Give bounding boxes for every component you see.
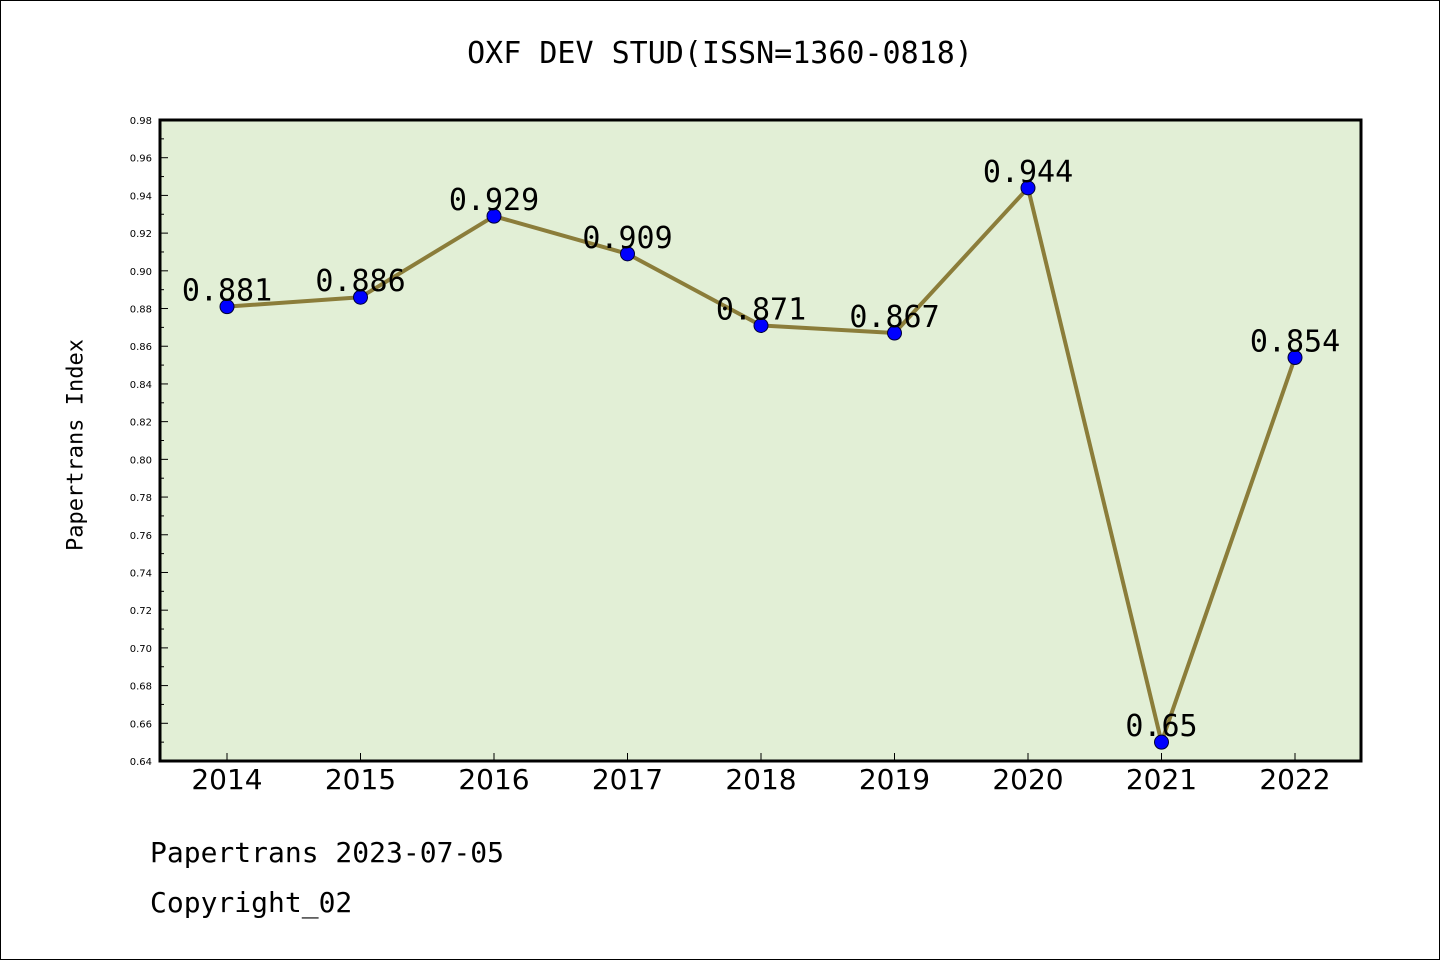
y-tick-label: 0.70 — [130, 644, 152, 655]
y-tick-label: 0.88 — [130, 305, 152, 316]
data-label: 0.929 — [449, 183, 539, 218]
data-point — [1020, 180, 1036, 196]
data-label: 0.886 — [315, 264, 405, 299]
y-tick-label: 0.86 — [130, 342, 152, 353]
y-tick-label: 0.68 — [130, 682, 152, 693]
y-tick-label: 0.84 — [130, 380, 152, 391]
y-tick-label: 0.98 — [130, 116, 152, 127]
x-tick-label: 2014 — [191, 763, 262, 796]
y-tick-label: 0.76 — [130, 531, 152, 542]
x-tick-label: 2015 — [325, 763, 396, 796]
data-point — [1287, 350, 1303, 366]
y-tick-label: 0.64 — [130, 757, 152, 768]
footer-date: Papertrans 2023-07-05 — [150, 836, 505, 869]
data-label: 0.854 — [1250, 325, 1340, 360]
x-tick-label: 2021 — [1126, 763, 1197, 796]
data-point — [1154, 734, 1169, 750]
data-label: 0.867 — [849, 300, 939, 335]
data-point — [486, 208, 502, 224]
footer-copyright: Copyright_02 — [150, 886, 353, 919]
x-tick-label: 2017 — [592, 763, 663, 796]
y-tick-label: 0.92 — [130, 229, 152, 240]
data-point — [620, 246, 635, 262]
x-tick-label: 2016 — [458, 763, 529, 796]
data-point — [353, 289, 368, 305]
x-tick-label: 2022 — [1259, 763, 1330, 796]
chart-title: OXF DEV STUD(ISSN=1360-0818) — [467, 36, 973, 71]
plot-border — [158, 118, 1363, 763]
x-tick-label: 2018 — [725, 763, 796, 796]
y-tick-label: 0.66 — [130, 719, 152, 730]
y-tick-label: 0.82 — [130, 418, 152, 429]
x-tick-label: 2020 — [992, 763, 1063, 796]
y-tick-label: 0.74 — [130, 568, 152, 579]
y-tick-label: 0.78 — [130, 493, 152, 504]
data-label: 0.881 — [182, 274, 272, 309]
data-label: 0.944 — [983, 155, 1073, 190]
plot-area — [160, 120, 1361, 761]
data-point — [753, 317, 769, 333]
y-tick-label: 0.90 — [130, 267, 152, 278]
data-point — [887, 325, 902, 341]
y-tick-label: 0.72 — [130, 606, 152, 617]
data-label: 0.65 — [1125, 709, 1197, 744]
data-label: 0.871 — [716, 292, 806, 327]
data-point — [219, 299, 235, 315]
y-tick-label: 0.94 — [130, 191, 152, 202]
x-tick-label: 2019 — [859, 763, 930, 796]
y-tick-label: 0.80 — [130, 455, 152, 466]
y-tick-label: 0.96 — [130, 154, 152, 165]
data-label: 0.909 — [582, 221, 672, 256]
